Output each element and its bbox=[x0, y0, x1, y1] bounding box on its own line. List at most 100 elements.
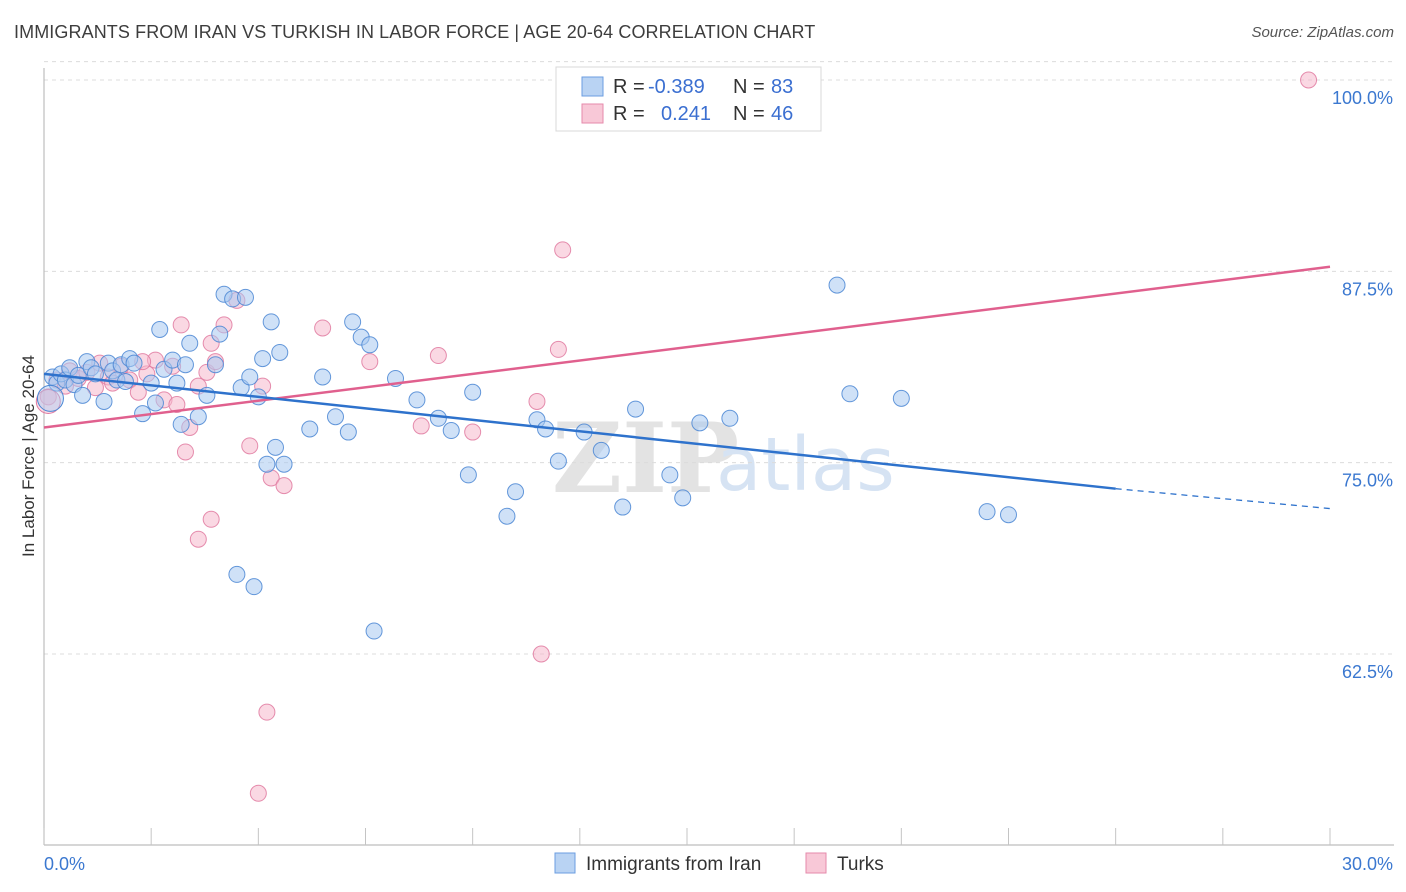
y-tick-labels: 62.5% 75.0% 87.5% 100.0% bbox=[1332, 88, 1393, 682]
iran-point bbox=[206, 356, 224, 374]
legend-n-label-iran: N = bbox=[733, 76, 765, 98]
iran-point bbox=[125, 354, 143, 372]
legend-n-value-turks: 46 bbox=[771, 103, 793, 125]
turks-point bbox=[202, 510, 220, 528]
iran-point bbox=[442, 422, 460, 440]
iran-point bbox=[978, 503, 996, 521]
iran-point bbox=[326, 408, 344, 426]
iran-point bbox=[674, 489, 692, 507]
iran-point bbox=[262, 313, 280, 331]
turks-point bbox=[249, 784, 267, 802]
iran-point bbox=[236, 288, 254, 306]
chart-title: IMMIGRANTS FROM IRAN VS TURKISH IN LABOR… bbox=[14, 22, 816, 42]
turks-point bbox=[35, 388, 61, 414]
turks-point bbox=[1300, 71, 1318, 89]
iran-point bbox=[245, 578, 263, 596]
bottom-legend-swatch-iran bbox=[554, 852, 576, 874]
legend-r-label-turks: R = bbox=[613, 103, 645, 125]
y-tick-label: 75.0% bbox=[1342, 471, 1393, 491]
iran-point bbox=[614, 498, 632, 516]
watermark-zip: ZIP bbox=[552, 402, 739, 515]
iran-point bbox=[361, 336, 379, 354]
iran-point bbox=[549, 452, 567, 470]
turks-point bbox=[464, 423, 482, 441]
turks-point bbox=[361, 353, 379, 371]
iran-point bbox=[507, 483, 525, 501]
iran-trend-extension bbox=[1115, 488, 1331, 510]
iran-point bbox=[271, 343, 289, 361]
turks-point bbox=[258, 703, 276, 721]
bottom-legend-swatch-turks bbox=[805, 852, 827, 874]
iran-point bbox=[95, 392, 113, 410]
iran-point bbox=[721, 409, 739, 427]
iran-point bbox=[498, 507, 516, 525]
iran-trend-line bbox=[43, 372, 1116, 490]
iran-point bbox=[301, 420, 319, 438]
iran-points bbox=[36, 276, 1017, 640]
iran-point bbox=[228, 565, 246, 583]
iran-point bbox=[1000, 506, 1017, 524]
bottom-legend-label-turks: Turks bbox=[837, 854, 884, 875]
iran-point bbox=[344, 313, 362, 331]
iran-point bbox=[176, 356, 194, 374]
chart-source: Source: ZipAtlas.com bbox=[1251, 24, 1394, 41]
legend-swatch-turks bbox=[581, 103, 604, 124]
iran-point bbox=[429, 409, 447, 427]
turks-point bbox=[549, 340, 567, 358]
top-legend: R = -0.389 N = 83 R = 0.241 N = 46 bbox=[555, 66, 822, 132]
iran-point bbox=[841, 385, 859, 403]
iran-point bbox=[36, 384, 64, 412]
y-axis-label: In Labor Force | Age 20-64 bbox=[19, 355, 38, 557]
x-tick-label-min: 0.0% bbox=[44, 854, 85, 874]
trend-lines bbox=[43, 265, 1331, 510]
iran-point bbox=[339, 423, 357, 441]
iran-point bbox=[275, 455, 293, 473]
iran-point bbox=[892, 389, 910, 407]
iran-point bbox=[828, 276, 846, 294]
y-tick-label: 87.5% bbox=[1342, 279, 1393, 299]
x-tick-label-max: 30.0% bbox=[1342, 854, 1393, 874]
iran-point bbox=[189, 408, 207, 426]
legend-r-value-iran: -0.389 bbox=[648, 76, 705, 98]
iran-point bbox=[266, 438, 284, 456]
legend-swatch-iran bbox=[581, 76, 604, 97]
turks-point bbox=[429, 347, 447, 365]
turks-point bbox=[532, 645, 550, 663]
legend-r-value-turks: 0.241 bbox=[661, 103, 711, 125]
iran-point bbox=[464, 383, 482, 401]
watermark-atlas: atlas bbox=[716, 422, 895, 508]
iran-point bbox=[254, 350, 272, 368]
iran-point bbox=[151, 320, 169, 338]
x-ticks bbox=[43, 828, 1331, 845]
turks-point bbox=[176, 443, 194, 461]
turks-trend-line bbox=[43, 265, 1331, 429]
turks-point bbox=[275, 477, 293, 495]
iran-point bbox=[172, 415, 190, 433]
iran-point bbox=[314, 368, 332, 386]
y-tick-label: 100.0% bbox=[1332, 88, 1393, 108]
turks-point bbox=[168, 396, 186, 414]
turks-point bbox=[314, 319, 332, 337]
axes bbox=[43, 68, 1394, 846]
iran-point bbox=[142, 374, 160, 392]
turks-point bbox=[554, 241, 572, 259]
iran-point bbox=[69, 366, 87, 384]
legend-r-label-iran: R = bbox=[613, 76, 645, 98]
y-tick-label: 62.5% bbox=[1342, 662, 1393, 682]
iran-point bbox=[627, 400, 645, 418]
iran-point bbox=[74, 386, 92, 404]
legend-n-value-iran: 83 bbox=[771, 76, 793, 98]
bottom-legend: Immigrants from Iran Turks bbox=[554, 852, 884, 875]
turks-point bbox=[172, 316, 190, 334]
iran-point bbox=[146, 394, 164, 412]
iran-point bbox=[258, 455, 276, 473]
gridlines bbox=[44, 61, 1394, 655]
bottom-legend-label-iran: Immigrants from Iran bbox=[586, 854, 761, 875]
turks-point bbox=[39, 388, 57, 406]
iran-point bbox=[211, 325, 229, 343]
iran-point bbox=[181, 334, 199, 352]
iran-point bbox=[691, 414, 709, 432]
legend-n-label-turks: N = bbox=[733, 103, 765, 125]
turks-point bbox=[412, 417, 430, 435]
